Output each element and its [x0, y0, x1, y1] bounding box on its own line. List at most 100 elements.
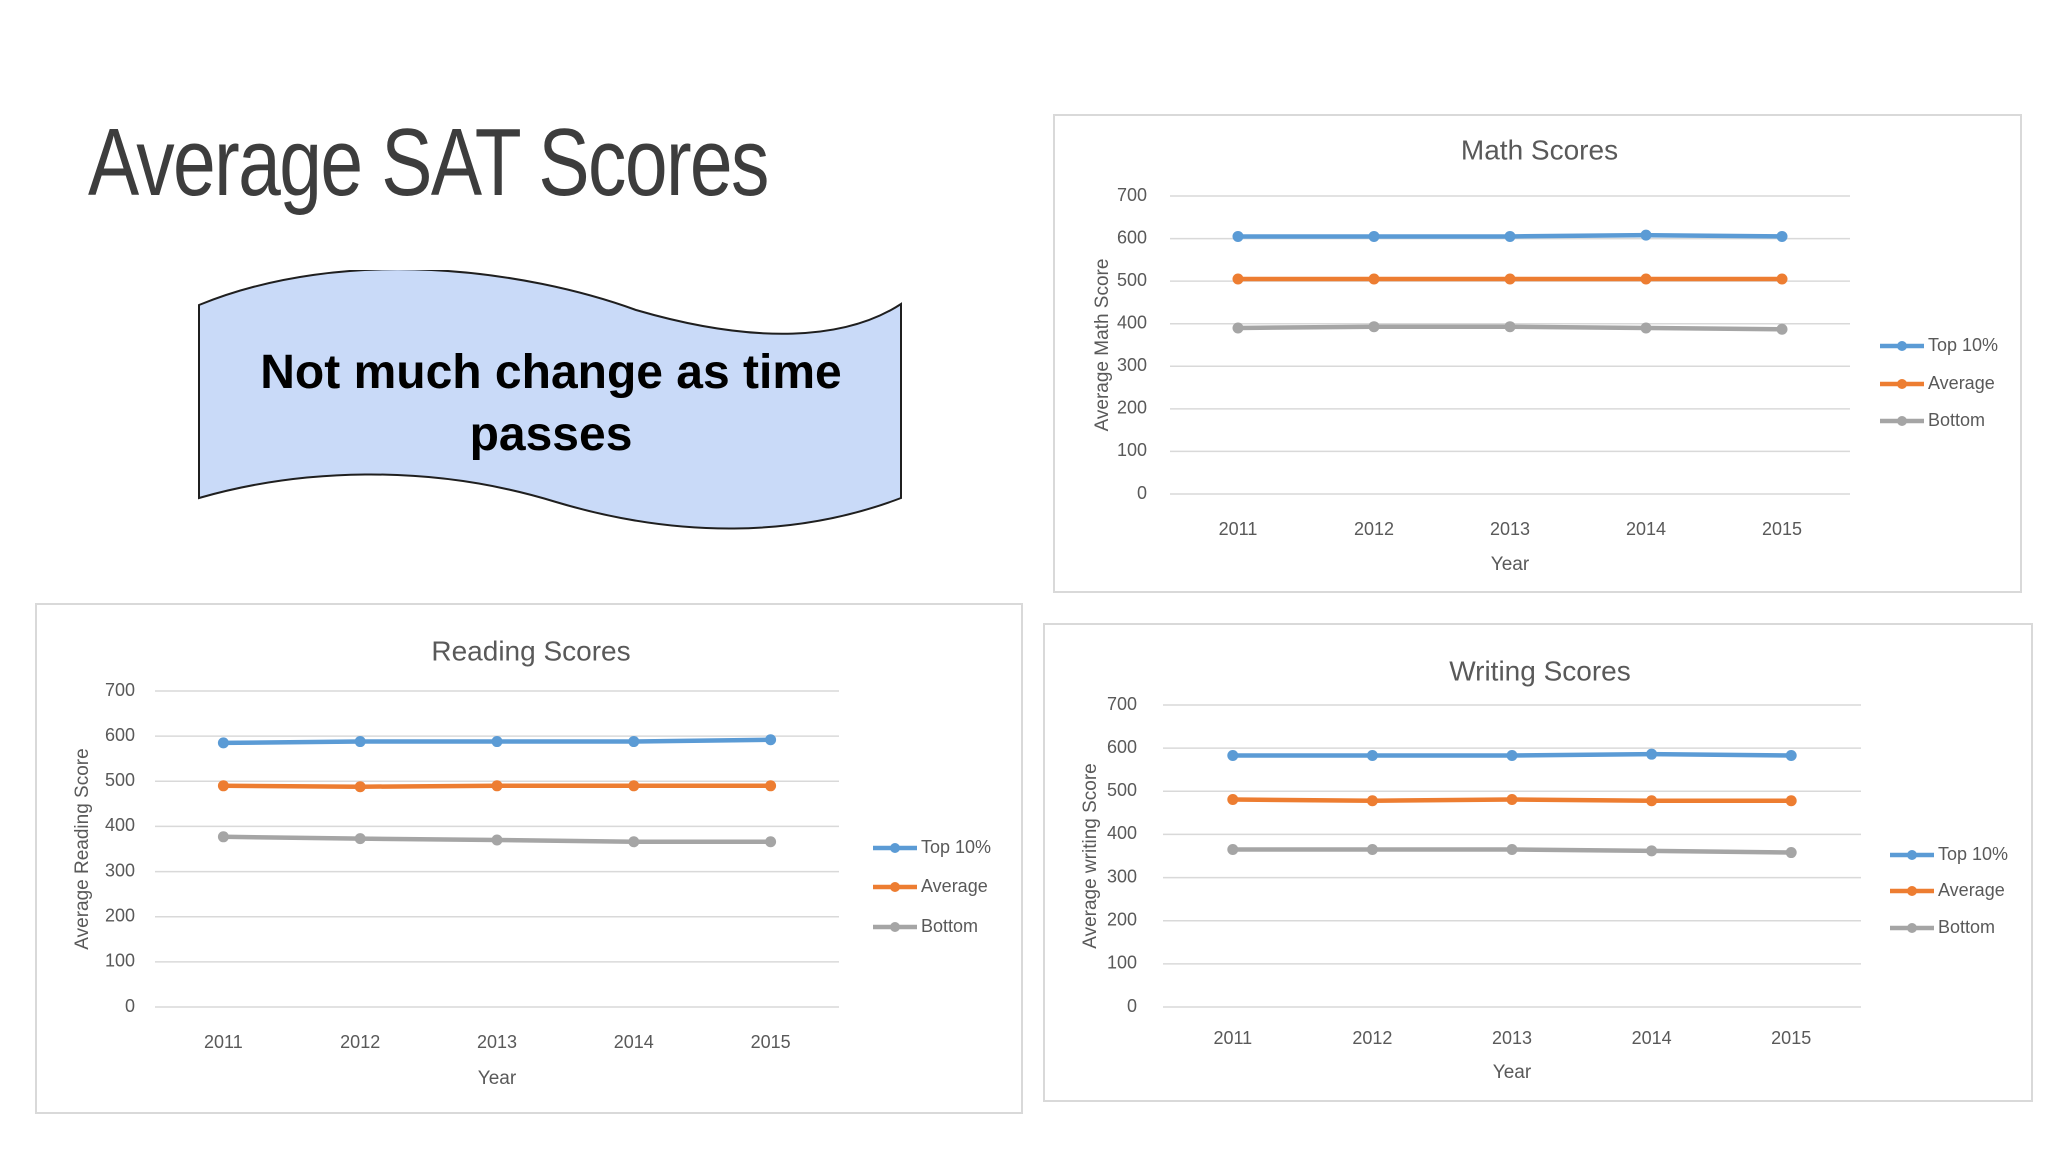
y-tick-label: 700	[105, 680, 135, 700]
y-axis-label: Average Math Score	[1092, 259, 1113, 432]
data-point-top-10	[1227, 749, 1239, 761]
legend-marker-bottom	[890, 922, 900, 932]
y-tick-label: 500	[1117, 270, 1147, 290]
data-point-bottom	[491, 834, 503, 846]
data-point-average	[491, 780, 503, 792]
legend-label-average: Average	[1938, 880, 2005, 900]
y-tick-label: 700	[1117, 185, 1147, 205]
legend-marker-average	[1907, 886, 1917, 896]
x-tick-label: 2012	[1354, 519, 1394, 539]
x-tick-label: 2015	[1762, 519, 1802, 539]
data-point-average	[628, 780, 640, 792]
legend-marker-average	[1897, 379, 1907, 389]
y-tick-label: 400	[105, 815, 135, 835]
y-tick-label: 700	[1107, 694, 1137, 714]
data-point-average	[1366, 795, 1378, 807]
data-point-top-10	[1232, 230, 1244, 242]
x-tick-label: 2013	[1492, 1028, 1532, 1048]
legend-marker-top-10	[1897, 341, 1907, 351]
x-tick-label: 2011	[1219, 519, 1258, 539]
y-tick-label: 0	[125, 996, 135, 1016]
data-point-top-10	[628, 736, 640, 748]
data-point-top-10	[491, 736, 503, 748]
x-tick-label: 2011	[204, 1032, 243, 1052]
legend-label-bottom: Bottom	[1938, 917, 1995, 937]
y-tick-label: 500	[105, 770, 135, 790]
y-axis-label: Average writing Score	[1080, 763, 1101, 949]
legend-marker-top-10	[890, 843, 900, 853]
banner-text: Not much change as time passes	[260, 346, 842, 461]
y-tick-label: 600	[1107, 737, 1137, 757]
data-point-average	[1646, 795, 1658, 807]
legend-marker-top-10	[1907, 850, 1917, 860]
data-point-top-10	[1368, 230, 1380, 242]
data-point-top-10	[1776, 230, 1788, 242]
x-tick-label: 2014	[1626, 519, 1666, 539]
data-point-top-10	[1785, 749, 1797, 761]
legend-label-bottom: Bottom	[1928, 410, 1985, 430]
legend-marker-average	[890, 882, 900, 892]
y-tick-label: 100	[1107, 953, 1137, 973]
data-point-top-10	[1504, 230, 1516, 242]
reading-scores-chart: Reading Scores 0 100 200 300 400 500 600 700 2011…	[35, 603, 1023, 1114]
writing-scores-chart: Writing Scores 0 100 200 300 400 500 600 700 2011…	[1043, 623, 2033, 1102]
legend-marker-bottom	[1897, 416, 1907, 426]
y-tick-label: 200	[105, 905, 135, 925]
data-point-bottom	[1232, 322, 1244, 334]
y-tick-label: 600	[105, 725, 135, 745]
data-point-top-10	[354, 736, 366, 748]
data-point-bottom	[1785, 847, 1797, 859]
data-point-top-10	[1366, 749, 1378, 761]
y-tick-label: 100	[105, 951, 135, 971]
legend-marker-bottom	[1907, 923, 1917, 933]
legend-label-top-10: Top 10%	[1938, 844, 2008, 864]
legend-label-average: Average	[921, 876, 988, 896]
x-axis-label: Year	[478, 1068, 517, 1089]
data-point-top-10	[1646, 748, 1658, 760]
data-point-average	[1504, 273, 1516, 285]
x-tick-label: 2015	[1771, 1028, 1811, 1048]
y-tick-label: 300	[105, 860, 135, 880]
y-tick-label: 600	[1117, 227, 1147, 247]
y-tick-label: 200	[1117, 398, 1147, 418]
y-tick-label: 0	[1137, 483, 1147, 503]
data-point-average	[1227, 793, 1239, 805]
chart-title: Reading Scores	[431, 635, 630, 666]
data-point-average	[765, 780, 777, 792]
y-tick-label: 0	[1127, 996, 1137, 1016]
math-scores-chart: Math Scores 0 100 200 300 400 500 600 700 2011 201…	[1053, 114, 2022, 593]
y-tick-label: 200	[1107, 909, 1137, 929]
data-point-bottom	[765, 836, 777, 848]
data-point-bottom	[1227, 844, 1239, 856]
x-tick-label: 2013	[477, 1032, 517, 1052]
data-point-bottom	[1776, 323, 1788, 335]
slide-title: Average SAT Scores	[88, 109, 769, 216]
data-point-average	[1785, 795, 1797, 807]
y-axis-label: Average Reading Score	[72, 748, 93, 949]
data-point-average	[1368, 273, 1380, 285]
x-tick-label: 2013	[1490, 519, 1530, 539]
data-point-average	[354, 781, 366, 793]
chart-title: Writing Scores	[1449, 655, 1631, 686]
data-point-bottom	[1640, 322, 1652, 334]
writing-scores-svg: Writing Scores 0 100 200 300 400 500 600 700 2011…	[1080, 655, 2008, 1083]
data-point-bottom	[217, 831, 229, 843]
data-point-top-10	[217, 737, 229, 749]
x-tick-label: 2014	[614, 1032, 654, 1052]
data-point-average	[217, 780, 229, 792]
x-tick-label: 2012	[1352, 1028, 1392, 1048]
legend-label-average: Average	[1928, 373, 1995, 393]
math-scores-svg: Math Scores 0 100 200 300 400 500 600 700 2011 201…	[1092, 134, 1998, 575]
x-tick-label: 2014	[1632, 1028, 1672, 1048]
data-point-top-10	[1640, 229, 1652, 241]
data-point-bottom	[354, 833, 366, 845]
y-tick-label: 500	[1107, 780, 1137, 800]
data-point-bottom	[1366, 844, 1378, 856]
chart-title: Math Scores	[1461, 134, 1618, 165]
x-tick-label: 2011	[1213, 1028, 1252, 1048]
data-point-bottom	[1368, 321, 1380, 333]
reading-scores-svg: Reading Scores 0 100 200 300 400 500 600 700 2011…	[72, 635, 991, 1089]
data-point-bottom	[1504, 321, 1516, 333]
x-axis-label: Year	[1493, 1062, 1532, 1083]
y-tick-label: 300	[1107, 866, 1137, 886]
